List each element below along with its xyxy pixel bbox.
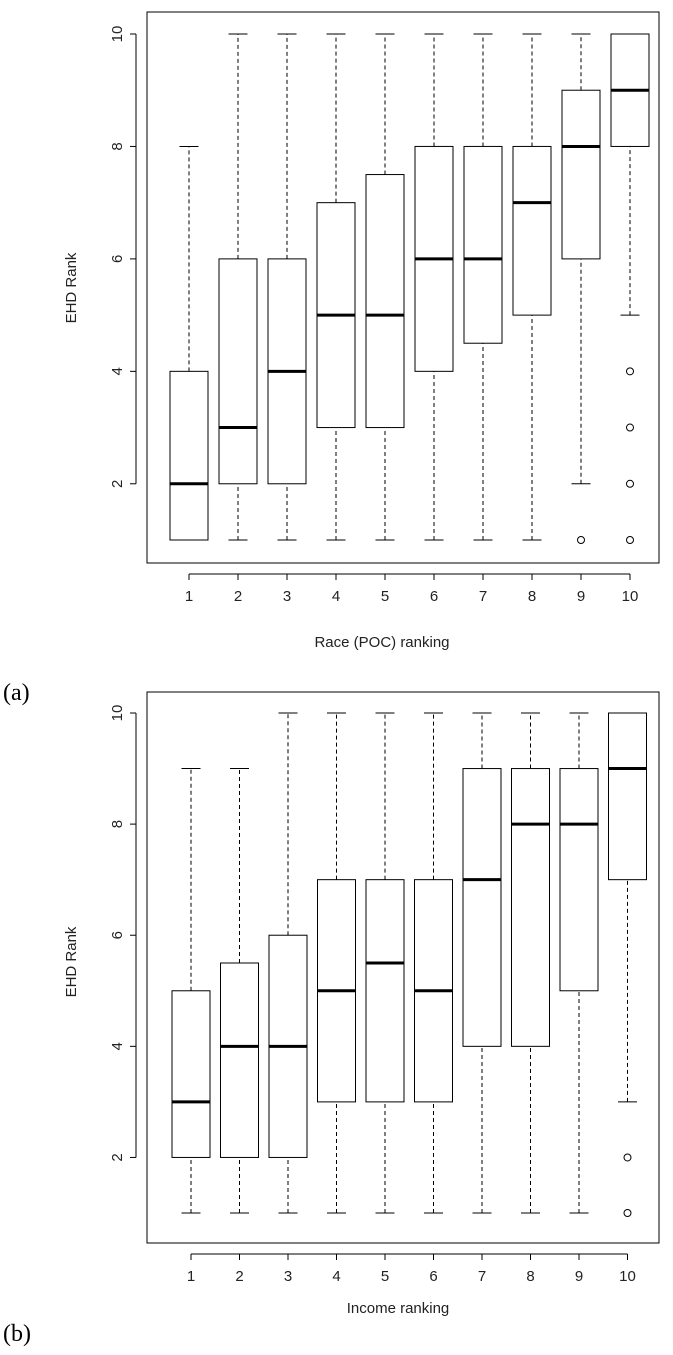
box-5 [365, 33, 405, 541]
y-axis: 2 4 6 8 10 [109, 705, 137, 1162]
outlier-point [626, 367, 634, 376]
box-iqr [512, 145, 552, 316]
y-tick-label: 4 [109, 1042, 126, 1050]
x-tick-label: 8 [528, 588, 536, 605]
y-tick-label: 8 [109, 820, 126, 828]
x-tick-label: 6 [429, 1268, 437, 1285]
box-10 [608, 712, 647, 1217]
box-iqr [218, 258, 258, 485]
x-tick-label: 6 [430, 588, 438, 605]
x-tick-label: 10 [619, 1268, 636, 1285]
x-tick-label: 4 [332, 1268, 340, 1285]
x-tick-label: 7 [479, 588, 487, 605]
x-tick-label: 10 [622, 588, 639, 605]
y-axis-title: EHD Rank [63, 252, 80, 323]
box-6 [414, 712, 453, 1214]
plot-frame [146, 691, 660, 1244]
box-5 [365, 712, 405, 1214]
y-axis: 2 4 6 8 10 [109, 26, 137, 488]
outlier-point [626, 423, 634, 432]
outlier-point [623, 1153, 632, 1162]
x-axis-title: Income ranking [347, 1300, 450, 1317]
y-tick-label: 8 [109, 142, 126, 150]
box-iqr [559, 768, 599, 992]
x-tick-label: 7 [478, 1268, 486, 1285]
box-iqr [220, 962, 259, 1158]
y-tick-label: 2 [109, 480, 126, 488]
chart-marks [171, 712, 647, 1217]
box-3 [268, 712, 308, 1214]
boxplot-panel-b: 1 2 3 4 5 6 7 8 9 10 2 4 6 8 10 Income ranking EHD Ra… [3, 691, 660, 1347]
box-iqr [511, 768, 550, 1047]
outlier-point [626, 536, 634, 544]
y-tick-label: 10 [109, 705, 126, 722]
y-tick-label: 4 [109, 367, 126, 375]
y-tick-label: 6 [109, 255, 126, 263]
x-axis: 1 2 3 4 5 6 7 8 9 10 [187, 1253, 636, 1285]
box-9 [559, 712, 599, 1214]
box-iqr [462, 768, 502, 1047]
x-tick-label: 2 [234, 588, 242, 605]
box-iqr [169, 370, 209, 541]
x-tick-label: 9 [575, 1268, 583, 1285]
box-8 [512, 33, 552, 541]
box-2 [218, 33, 258, 541]
y-tick-label: 2 [109, 1153, 126, 1161]
x-tick-label: 9 [577, 588, 585, 605]
box-4 [317, 712, 356, 1214]
chart-marks [169, 33, 650, 544]
box-7 [463, 33, 503, 541]
box-1 [171, 768, 211, 1214]
box-iqr [561, 89, 601, 260]
outlier-point [626, 479, 634, 488]
x-tick-label: 8 [526, 1268, 534, 1285]
box-iqr [171, 990, 211, 1158]
box-10 [610, 33, 650, 544]
outlier-point [577, 536, 585, 544]
box-iqr [365, 174, 405, 429]
panel-label-b: (b) [3, 1321, 31, 1347]
x-tick-label: 3 [283, 588, 291, 605]
x-tick-label: 1 [185, 588, 193, 605]
box-7 [462, 712, 502, 1214]
x-tick-label: 5 [381, 588, 389, 605]
x-tick-label: 4 [332, 588, 340, 605]
box-6 [414, 33, 454, 541]
box-1 [169, 145, 209, 541]
x-axis-title: Race (POC) ranking [314, 634, 449, 651]
box-9 [561, 33, 601, 544]
box-8 [511, 712, 550, 1214]
panel-label-a: (a) [3, 680, 30, 706]
x-tick-label: 3 [284, 1268, 292, 1285]
box-2 [220, 768, 259, 1214]
box-4 [316, 33, 356, 541]
box-iqr [608, 712, 647, 881]
x-axis: 1 2 3 4 5 6 7 8 9 10 [185, 573, 639, 605]
x-tick-label: 5 [381, 1268, 389, 1285]
plot-frame [146, 11, 660, 564]
x-tick-label: 2 [235, 1268, 243, 1285]
outlier-point [623, 1209, 632, 1217]
y-tick-label: 10 [109, 26, 126, 43]
y-axis-title: EHD Rank [63, 926, 80, 997]
x-tick-label: 1 [187, 1268, 195, 1285]
y-tick-label: 6 [109, 931, 126, 939]
box-iqr [463, 145, 503, 344]
boxplot-panel-a: 1 2 3 4 5 6 7 8 9 10 2 4 6 8 10 Race (POC) ranking EH… [3, 11, 660, 706]
box-3 [267, 33, 307, 541]
box-iqr [365, 879, 405, 1103]
